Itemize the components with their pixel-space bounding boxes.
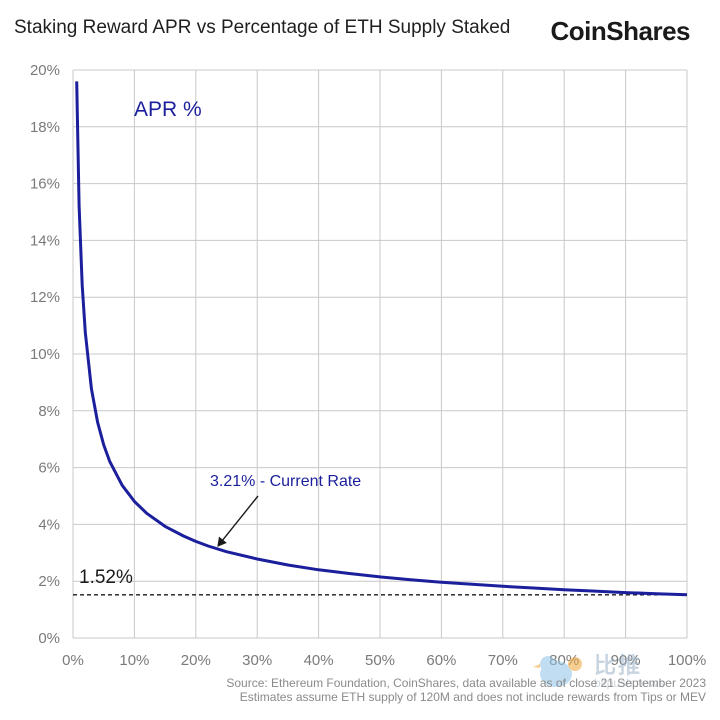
brand-logo: CoinShares [550,16,691,46]
footer-line-2: Estimates assume ETH supply of 120M and … [239,690,706,704]
chart-title: Staking Reward APR vs Percentage of ETH … [14,17,511,38]
x-tick-label: 0% [62,652,84,669]
y-tick-label: 0% [38,630,60,647]
y-tick-label: 16% [30,176,60,193]
x-tick-label: 100% [668,652,706,669]
x-tick-label: 70% [488,652,518,669]
x-tick-label: 40% [304,652,334,669]
y-tick-label: 4% [38,516,60,533]
y-tick-label: 6% [38,460,60,477]
series-line-apr [75,81,688,597]
x-tick-label: 30% [242,652,272,669]
y-tick-label: 18% [30,119,60,136]
annotation-arrow-head [217,536,227,547]
annotation-arrow-line [220,495,259,543]
y-tick-label: 8% [38,403,60,420]
watermark-text: 比推 [594,653,643,678]
series-label: APR % [134,98,202,121]
footer-source: Source: Ethereum Foundation, CoinShares,… [226,676,706,704]
reference-line-label: 1.52% [79,567,133,588]
x-tick-label: 90% [611,652,641,669]
y-tick-label: 20% [30,62,60,79]
x-tick-label: 20% [181,652,211,669]
tick-labels: 0% 10% 20% 30% 40% 50% 60% 70% 80% 90% 100%0%2%4%6… [30,62,706,669]
x-tick-label: 60% [426,652,456,669]
grid [72,69,688,639]
y-tick-label: 10% [30,346,60,363]
footer-line-1: Source: Ethereum Foundation, CoinShares,… [226,676,706,690]
reference-line-group: 1.52% [73,567,687,596]
bird-logo-icon [533,656,582,687]
y-tick-label: 14% [30,232,60,249]
watermark-subtext: bitpush.news [594,676,665,690]
x-tick-label: 50% [365,652,395,669]
x-tick-label: 10% [119,652,149,669]
watermark: 比推 bitpush.news [528,648,703,692]
annotation-label: 3.21% - Current Rate [210,473,361,490]
series-group: APR % [75,81,688,597]
y-tick-label: 12% [30,289,60,306]
y-tick-label: 2% [38,573,60,590]
annotation-group: 3.21% - Current Rate [210,473,361,547]
